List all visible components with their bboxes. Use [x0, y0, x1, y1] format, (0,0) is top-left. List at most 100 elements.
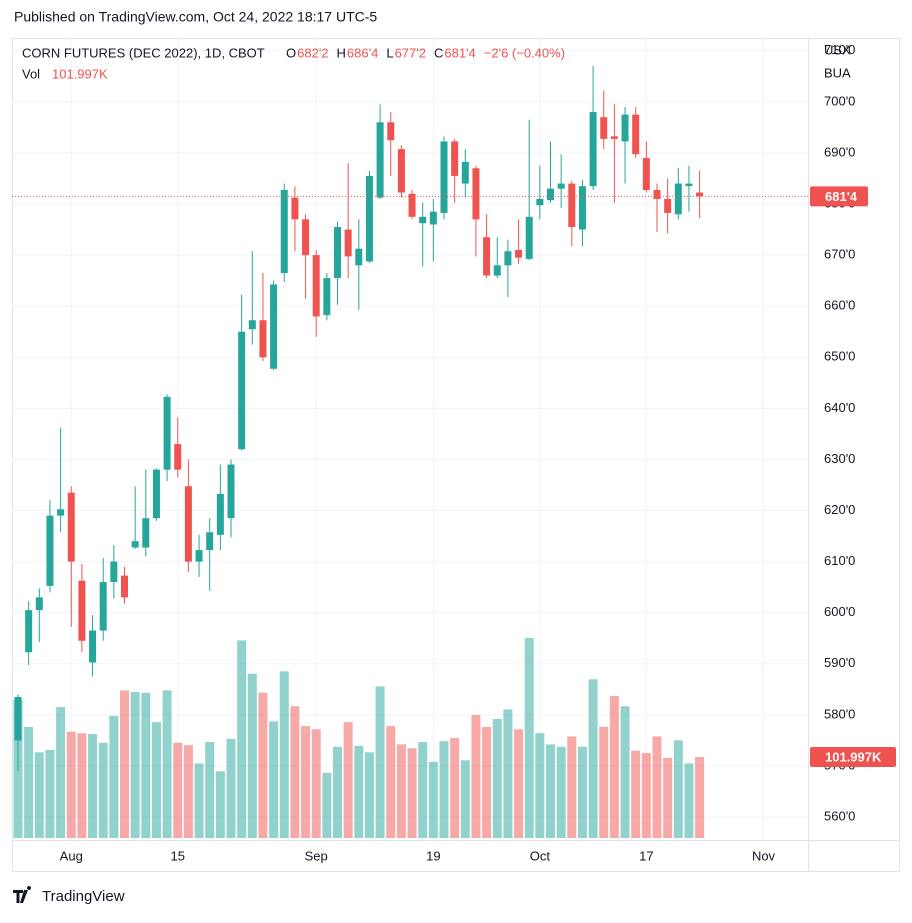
candle-body	[206, 532, 214, 551]
volume-bar	[652, 736, 662, 838]
ohlc-value: 681'4	[444, 45, 475, 60]
volume-bar	[173, 742, 183, 838]
candle-body	[653, 189, 661, 199]
volume-bar	[311, 729, 321, 838]
y-tick-label: 700'0	[824, 93, 855, 108]
volume-bar	[88, 734, 98, 838]
volume-bar	[609, 695, 619, 838]
volume-bar	[535, 733, 545, 838]
volume-bar	[56, 707, 66, 838]
candle-body	[365, 175, 373, 262]
candle-body	[174, 444, 182, 470]
candle-body	[334, 227, 341, 279]
candle-body	[376, 122, 384, 198]
y-tick-label: 620'0	[824, 502, 855, 517]
volume-bar	[77, 733, 87, 838]
volume-bar	[503, 709, 513, 838]
candle-body	[78, 580, 86, 641]
volume-bar	[556, 746, 566, 838]
volume-bar	[450, 738, 460, 838]
volume-bar	[141, 692, 151, 838]
candle-body	[302, 219, 310, 256]
candle-body	[429, 211, 437, 225]
volume-bar	[237, 640, 247, 838]
logo: TradingView	[13, 885, 125, 905]
volume-bar	[620, 706, 630, 838]
candle-body	[419, 216, 427, 224]
candle-body	[504, 251, 512, 266]
x-tick-label: 17	[639, 848, 653, 863]
volume-bar	[301, 726, 311, 838]
axes: 560'0570'0580'0590'0600'0610'0620'0630'0…	[12, 42, 896, 863]
candle-body	[163, 396, 171, 470]
volume-bar	[599, 726, 609, 838]
ohlc-value: 682'2	[297, 45, 328, 60]
volume-badge-label: 101.997K	[825, 749, 882, 764]
volume-bar	[34, 752, 44, 838]
volume-bar	[247, 673, 257, 838]
candle-body	[323, 278, 331, 316]
logo-icon	[13, 885, 32, 903]
volume-bar	[120, 690, 129, 838]
volume-bar	[226, 738, 236, 838]
volume-bar	[183, 745, 193, 838]
volume-bar	[439, 741, 449, 838]
volume-bar	[162, 690, 172, 838]
candle-body	[25, 610, 33, 653]
candle-body	[131, 541, 139, 548]
volume-bar	[215, 771, 225, 838]
ohlc-value: 677'2	[395, 45, 426, 60]
candle-body	[280, 189, 288, 273]
candle-body	[110, 561, 118, 583]
volume-bar	[492, 718, 502, 838]
candle-body	[344, 229, 352, 257]
volume-bar	[524, 638, 534, 838]
candle-body	[525, 216, 533, 259]
ohlc-change: −2'6 (−0.40%)	[484, 45, 565, 60]
y-tick-label: 580'0	[824, 706, 855, 721]
x-tick-label: 19	[426, 848, 440, 863]
candle-body	[589, 112, 597, 187]
candle-body	[46, 515, 54, 586]
candle-body	[696, 192, 704, 197]
candle-body	[674, 183, 682, 215]
y-tick-label: 660'0	[824, 298, 855, 313]
ohlc-value: 686'4	[347, 45, 378, 60]
candle-body	[291, 197, 299, 220]
ohlc-key: C	[434, 45, 443, 60]
ohlc-key: O	[286, 45, 296, 60]
candle-body	[451, 141, 459, 176]
candle-body	[621, 114, 629, 142]
candle-body	[355, 248, 363, 266]
candles	[14, 66, 704, 772]
ohlc-legend: O 682'2 H 686'4 L 677'2 C 681'4 −2'6 (−0.40%)	[286, 45, 565, 60]
candle-body	[472, 168, 480, 220]
published-note: Published on TradingView.com, Oct 24, 20…	[14, 9, 377, 25]
y-tick-label: 710'0	[824, 42, 855, 57]
candle-body	[248, 320, 256, 330]
candle-body	[195, 550, 203, 562]
candle-body	[216, 493, 224, 535]
volume-bar	[514, 729, 524, 838]
unit: BUA	[824, 65, 851, 80]
candle-body	[14, 696, 22, 741]
y-tick-label: 640'0	[824, 400, 855, 415]
volume-bar	[66, 731, 76, 838]
volume-bar	[471, 714, 481, 838]
y-tick-label: 650'0	[824, 349, 855, 364]
volume-bar	[279, 671, 289, 838]
y-tick-label: 610'0	[824, 553, 855, 568]
volume-bar	[418, 741, 428, 838]
volume-bar	[386, 726, 396, 838]
candle-body	[152, 469, 160, 519]
candle-body	[142, 518, 150, 548]
y-tick-label: 670'0	[824, 247, 855, 262]
last-price-badge	[810, 186, 868, 207]
x-tick-label: Aug	[60, 848, 83, 863]
candle-body	[557, 183, 565, 189]
volume-bar	[151, 722, 161, 838]
volume-bar	[343, 722, 353, 838]
candle-body	[483, 237, 491, 276]
volume-bar	[333, 746, 342, 838]
